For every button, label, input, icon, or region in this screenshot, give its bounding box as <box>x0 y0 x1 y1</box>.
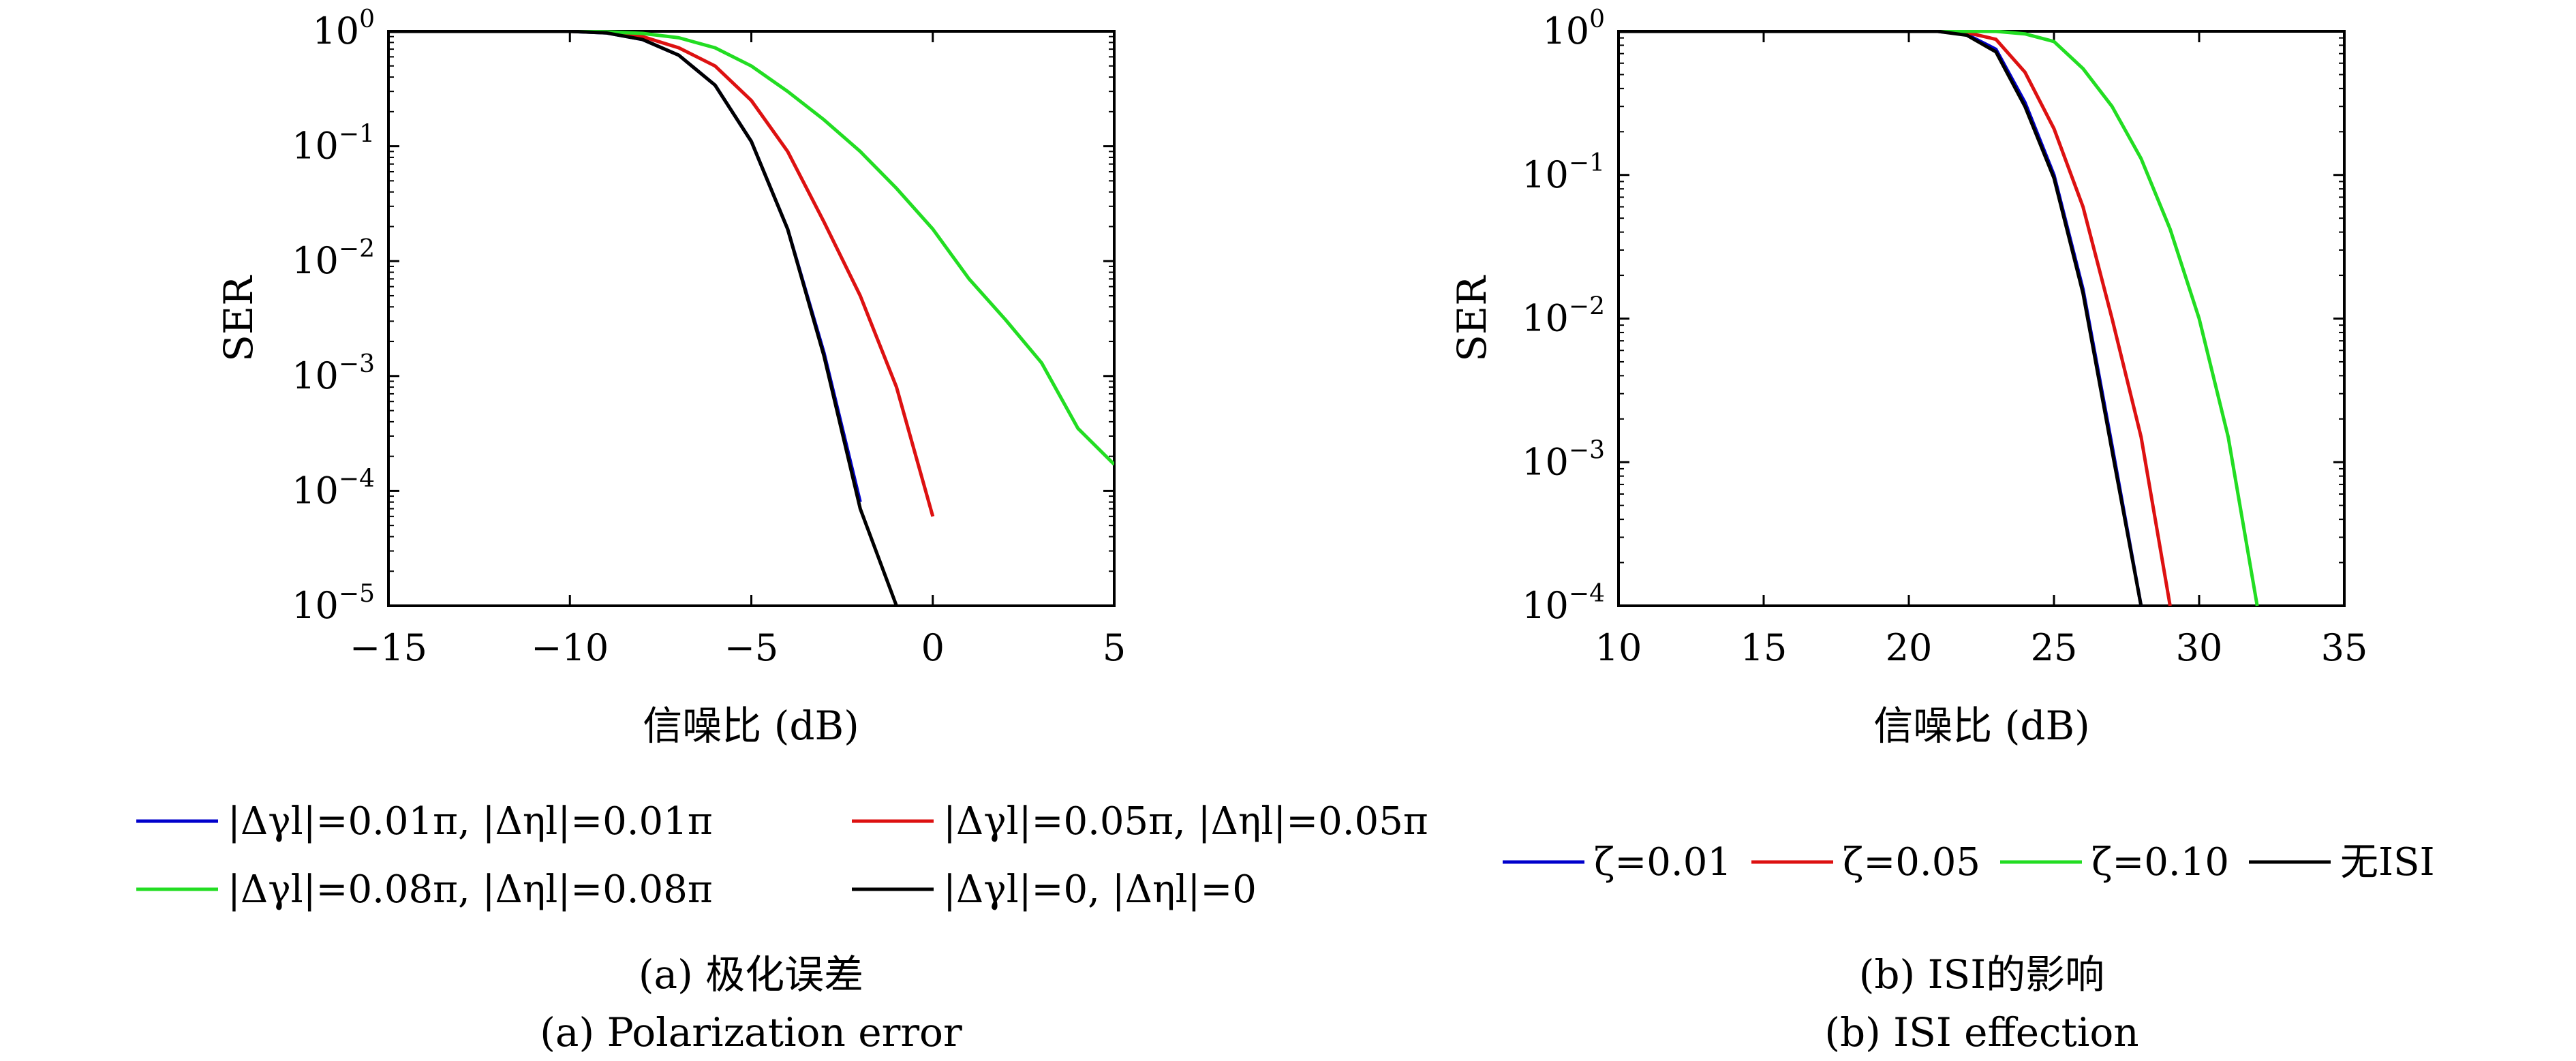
x-tick-label: 15 <box>1741 626 1788 669</box>
y-tick-label: 10−5 <box>292 580 375 627</box>
x-tick-label: 10 <box>1595 626 1642 669</box>
legend-entry: ζ=0.05 <box>1843 840 1980 885</box>
y-axis-label: SER <box>215 275 262 362</box>
series-line-2 <box>1619 30 2259 606</box>
x-axis-label: 信噪比 (dB) <box>1873 703 2089 749</box>
caption-en: (b) ISI effection <box>1824 1009 2138 1056</box>
x-tick-label: −10 <box>531 626 609 669</box>
legend-entry: ζ=0.10 <box>2091 840 2229 885</box>
series-line-0 <box>1619 30 2143 606</box>
panel-a: −15 −10 −5 0 5 10−5 10−4 10−3 10−2 10−1 100 SER 信噪比 … <box>136 5 1428 1056</box>
series-line-2 <box>388 30 1114 466</box>
y-tick-label: 100 <box>312 5 375 52</box>
y-tick-label: 10−3 <box>1522 436 1605 483</box>
legend-entry: 无ISI <box>2340 840 2435 885</box>
legend-entry: |Δγl|=0.08π, |Δηl|=0.08π <box>228 867 713 912</box>
x-tick-label: 25 <box>2031 626 2078 669</box>
series-line-3 <box>1619 30 2143 606</box>
legend-entry: |Δγl|=0.05π, |Δηl|=0.05π <box>943 799 1428 844</box>
panel-b: 10 15 20 25 30 35 10−4 10−3 10−2 10−1 100 SER 信噪比 (d… <box>1449 5 2435 1056</box>
x-tick-label: 20 <box>1886 626 1933 669</box>
y-tick-label: 10−2 <box>1522 293 1605 340</box>
series-line-0 <box>388 30 862 503</box>
x-tick-label: 30 <box>2176 626 2223 669</box>
caption-zh: (b) ISI的影响 <box>1859 951 2104 998</box>
x-axis-label: 信噪比 (dB) <box>643 703 859 749</box>
x-tick-label: 5 <box>1103 626 1126 669</box>
series-line-3 <box>388 30 898 606</box>
legend-entry: |Δγl|=0, |Δηl|=0 <box>943 867 1257 912</box>
plot-frame <box>1617 30 2346 607</box>
caption-en: (a) Polarization error <box>540 1009 962 1056</box>
caption-zh: (a) 极化误差 <box>639 951 863 998</box>
y-tick-label: 10−2 <box>292 235 375 282</box>
x-tick-label: 35 <box>2321 626 2368 669</box>
y-tick-label: 10−4 <box>1522 580 1605 627</box>
series-line-1 <box>388 30 935 517</box>
x-tick-label: −5 <box>724 626 779 669</box>
y-tick-label: 10−3 <box>292 350 375 397</box>
legend-entry: ζ=0.01 <box>1594 840 1732 885</box>
y-tick-label: 10−4 <box>292 465 375 512</box>
y-axis-label: SER <box>1449 275 1495 362</box>
y-tick-label: 100 <box>1542 5 1605 52</box>
y-tick-label: 10−1 <box>292 121 375 168</box>
x-tick-label: 0 <box>921 626 945 669</box>
y-tick-label: 10−1 <box>1522 149 1605 196</box>
legend-entry: |Δγl|=0.01π, |Δηl|=0.01π <box>228 799 713 844</box>
x-tick-label: −15 <box>350 626 427 669</box>
